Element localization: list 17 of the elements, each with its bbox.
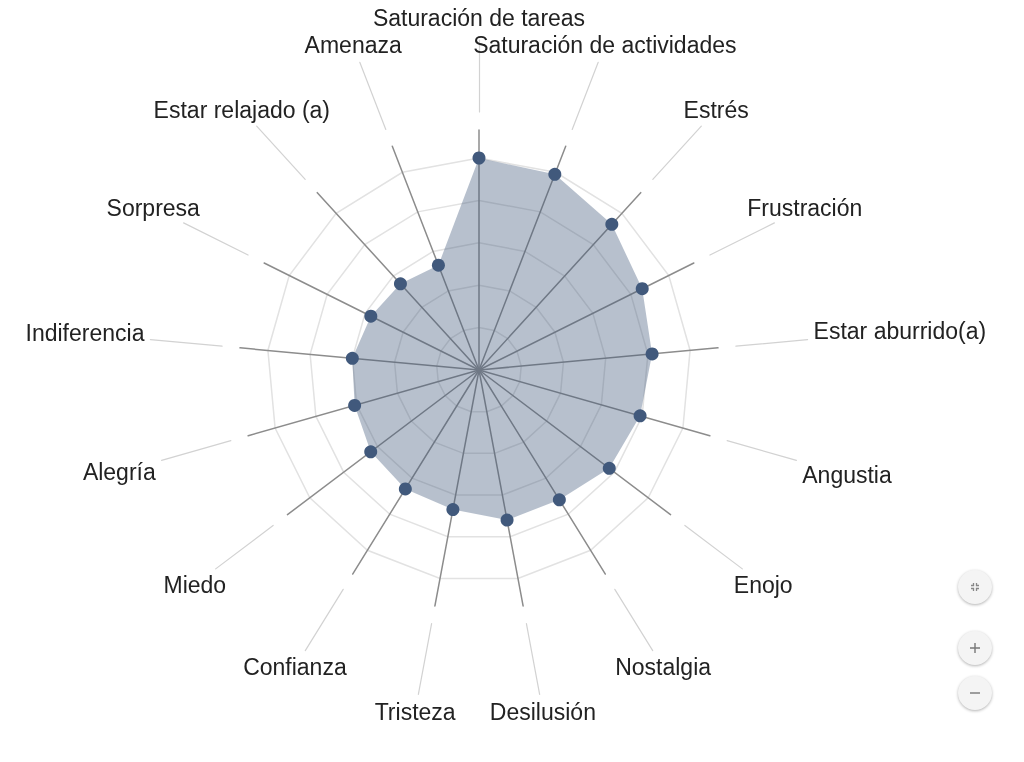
spoke-label: Nostalgia — [615, 654, 712, 681]
spoke-label: Estar aburrido(a) — [813, 318, 987, 344]
spoke-label: Saturación de actividades — [473, 32, 737, 59]
spoke-label: Sorpresa — [106, 194, 201, 221]
spoke-label: Estrés — [683, 96, 749, 123]
spoke-label: Frustración — [747, 194, 863, 221]
spoke-label: Desilusión — [489, 698, 596, 725]
spoke-label: Alegría — [82, 459, 156, 486]
spoke-label: Amenaza — [304, 32, 402, 59]
spoke-label: Confianza — [243, 654, 347, 681]
spoke-label: Miedo — [163, 571, 227, 598]
spoke-label: Estar relajado (a) — [153, 96, 331, 123]
spoke-label: Indiferencia — [25, 320, 145, 347]
spoke-label: Angustia — [802, 461, 892, 488]
spoke-label: Enojo — [733, 571, 793, 598]
spoke-label: Saturación de tareas — [372, 4, 586, 31]
spoke-label: Tristeza — [374, 698, 456, 725]
